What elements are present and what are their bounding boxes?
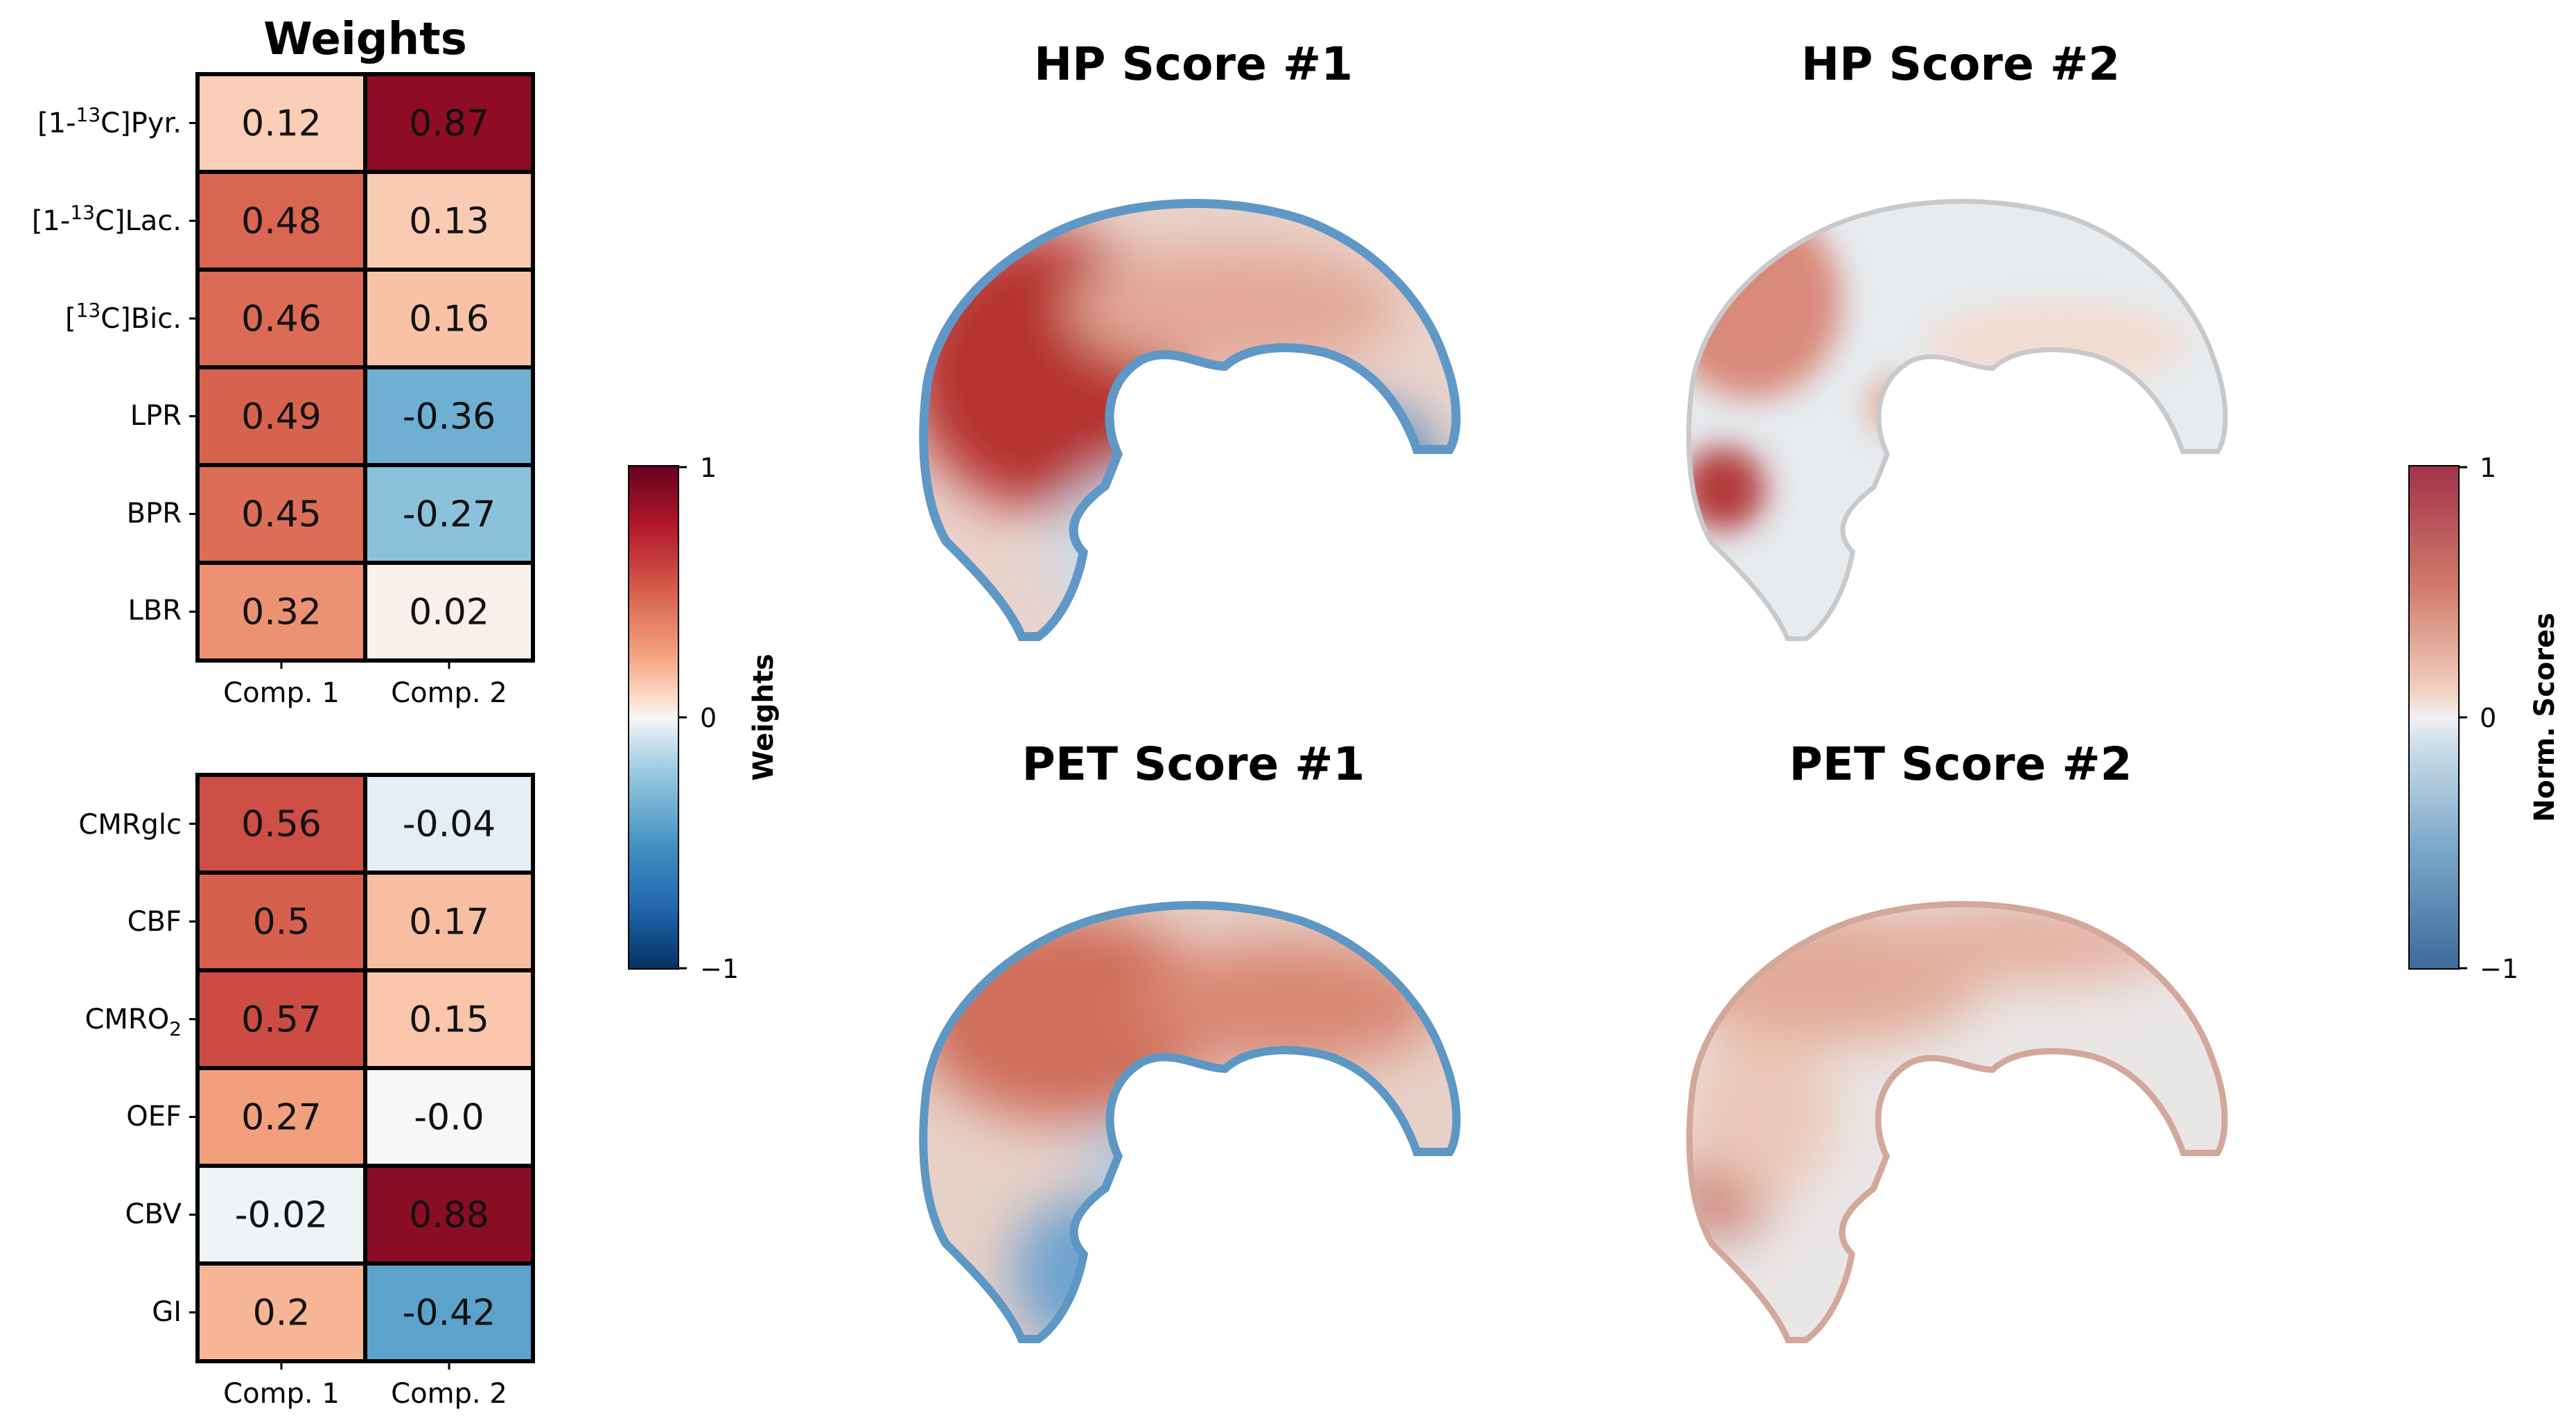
cell-value-label: 0.56 xyxy=(241,804,322,846)
hp-score-1-title: HP Score #1 xyxy=(1034,37,1353,91)
cell-value-label: -0.04 xyxy=(403,804,496,846)
cell-value-label: 0.49 xyxy=(241,396,322,438)
heatmap-cell xyxy=(363,1261,535,1363)
row-label-bic: [13C]Bic. xyxy=(65,299,182,335)
row-label-gi: GI xyxy=(152,1296,182,1328)
pet-score-1-title: PET Score #1 xyxy=(1022,737,1365,791)
cell-value-label: 0.13 xyxy=(409,201,489,243)
hp-score-2-title: HP Score #2 xyxy=(1801,37,2120,91)
heatmap-cell xyxy=(363,871,535,972)
heatmap-cell xyxy=(363,365,535,467)
cell-value-label: 0.15 xyxy=(409,999,489,1041)
scores-cbar-tick-mid: 0 xyxy=(2480,703,2496,733)
hp-score-2-map xyxy=(1686,199,2228,641)
heatmap-cell xyxy=(363,268,535,369)
row-label-lbr: LBR xyxy=(128,595,182,627)
cell-value-label: 0.32 xyxy=(241,592,322,633)
cell-value-label: 0.57 xyxy=(241,999,322,1041)
hp-score-1-map xyxy=(919,199,1461,641)
column-label: Comp. 1 xyxy=(223,677,340,709)
row-label-lac: [1-13C]Lac. xyxy=(32,201,182,237)
cell-value-label: 0.88 xyxy=(409,1195,489,1236)
weights-cbar-tick-mid: 0 xyxy=(700,703,717,733)
row-label-lpr: LPR xyxy=(130,400,182,432)
cell-value-label: 0.17 xyxy=(409,902,489,943)
cell-value-label: 0.87 xyxy=(409,103,489,145)
row-label-oef: OEF xyxy=(126,1101,182,1133)
cell-value-label: -0.27 xyxy=(403,494,496,536)
heatmap-cell xyxy=(363,773,535,875)
cell-value-label: 0.02 xyxy=(409,592,489,633)
pet-score-2-title: PET Score #2 xyxy=(1789,737,2132,791)
cell-value-label: -0.42 xyxy=(403,1293,496,1334)
scores-cbar-label: Norm. Scores xyxy=(2529,613,2561,822)
weights-cbar-tick-bottom: −1 xyxy=(700,954,739,984)
pet-score-2-map xyxy=(1686,901,2228,1343)
heatmap-cell xyxy=(363,1066,535,1168)
row-label-bpr: BPR xyxy=(127,498,182,530)
row-label-cbv: CBV xyxy=(125,1198,182,1230)
pet-weights-row-labels: CMRglc CBF CMRO2 OEF CBV GI xyxy=(78,809,182,1328)
row-label-cmrglc: CMRglc xyxy=(78,809,182,841)
heatmap-cell xyxy=(363,968,535,1070)
hp-weights-heatmap: 0.12 0.87 0.48 0.13 0.46 0.16 0.49 -0.36 0.45 -0.… xyxy=(189,72,535,709)
cell-value-label: 0.2 xyxy=(253,1293,310,1334)
cell-value-label: 0.45 xyxy=(241,494,322,536)
weights-colorbar: 1 0 −1 Weights xyxy=(628,453,780,984)
row-label-pyr: [1-13C]Pyr. xyxy=(37,103,182,139)
cell-value-label: -0.02 xyxy=(235,1195,328,1236)
cell-value-label: 0.5 xyxy=(253,902,310,943)
cell-value-label: 0.48 xyxy=(241,201,322,243)
weights-cbar-tick-top: 1 xyxy=(700,453,717,483)
pet-weights-heatmap: 0.56 -0.04 0.5 0.17 0.57 0.15 0.27 -0.0 -0.02 0.8… xyxy=(189,773,535,1410)
row-label-cmro2: CMRO2 xyxy=(85,1004,182,1040)
cell-value-label: 0.16 xyxy=(409,299,489,340)
weights-cbar-label: Weights xyxy=(748,654,780,781)
column-label: Comp. 1 xyxy=(223,1378,340,1410)
heatmap-cell xyxy=(363,561,535,663)
scores-cbar-tick-bottom: −1 xyxy=(2480,954,2518,984)
weights-title: Weights xyxy=(263,14,467,65)
column-label: Comp. 2 xyxy=(391,677,507,709)
heatmap-cell xyxy=(195,871,367,972)
row-label-cbf: CBF xyxy=(128,906,182,938)
heatmap-cell xyxy=(363,1164,535,1266)
heatmap-cell xyxy=(363,463,535,565)
column-label: Comp. 2 xyxy=(391,1378,507,1410)
cell-value-label: 0.46 xyxy=(241,299,322,340)
pet-score-1-map xyxy=(919,901,1461,1343)
cell-value-label: 0.12 xyxy=(241,103,322,145)
hp-weights-row-labels: [1-13C]Pyr. [1-13C]Lac. [13C]Bic. LPR BP… xyxy=(32,103,182,627)
scores-cbar-tick-top: 1 xyxy=(2480,453,2496,483)
cell-value-label: -0.0 xyxy=(414,1097,484,1139)
cell-value-label: 0.27 xyxy=(241,1097,322,1139)
cell-value-label: -0.36 xyxy=(403,396,496,438)
heatmap-cell xyxy=(195,561,367,663)
scores-colorbar: 1 0 −1 Norm. Scores xyxy=(2408,453,2561,984)
